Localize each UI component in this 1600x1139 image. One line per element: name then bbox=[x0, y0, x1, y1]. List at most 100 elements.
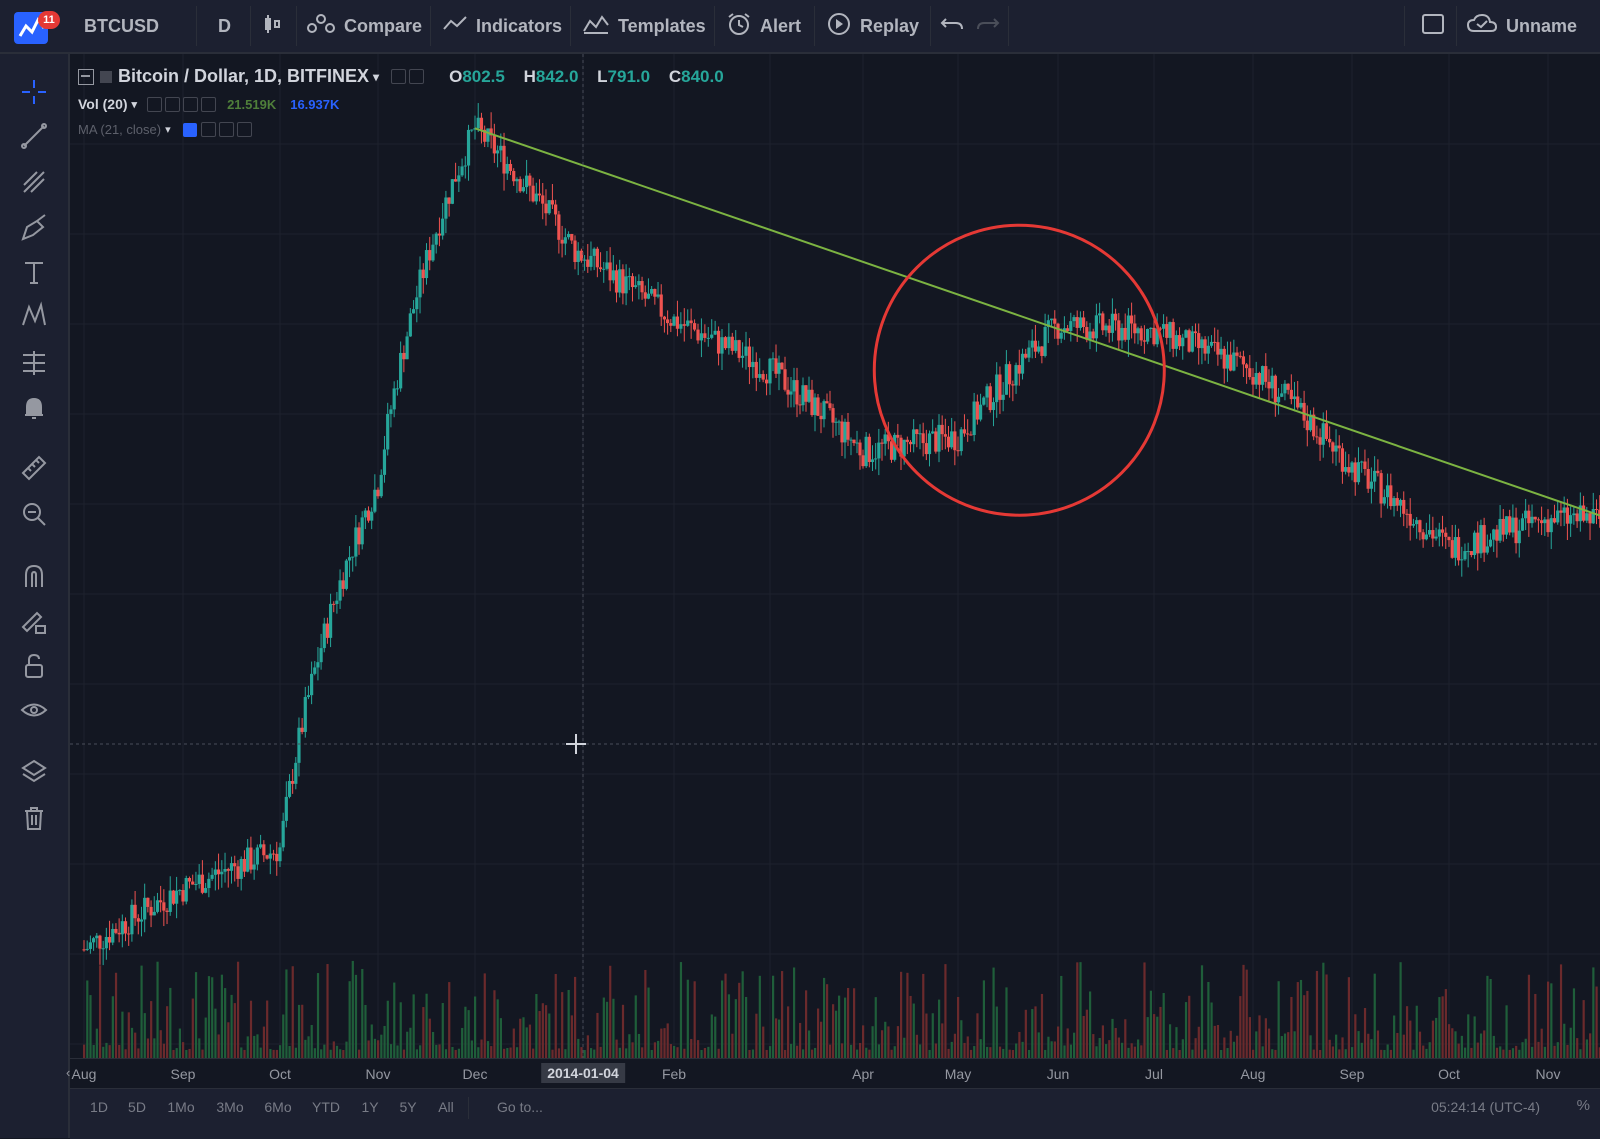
settings-square-icon[interactable] bbox=[391, 69, 407, 84]
range-1y-button[interactable]: 1Y bbox=[361, 1099, 379, 1115]
candle-body bbox=[1469, 551, 1473, 556]
volume-bar bbox=[182, 1042, 185, 1058]
volume-bar bbox=[1338, 1049, 1341, 1058]
settings-square-icon[interactable] bbox=[147, 96, 163, 112]
candle-body bbox=[816, 397, 820, 416]
alert-tool[interactable] bbox=[14, 392, 54, 428]
indicators-button[interactable]: Indicators bbox=[442, 0, 562, 52]
brush-tool[interactable] bbox=[14, 212, 54, 248]
volume-bar bbox=[1309, 1035, 1312, 1058]
close-square-icon[interactable] bbox=[201, 96, 217, 112]
volume-bar bbox=[1089, 991, 1092, 1058]
candle-body bbox=[101, 948, 105, 950]
volume-bar bbox=[721, 980, 724, 1058]
layout-save-button[interactable]: Unname bbox=[1466, 0, 1577, 52]
candle-body bbox=[1046, 320, 1050, 328]
volume-bar bbox=[1079, 962, 1082, 1058]
close-square-icon[interactable] bbox=[236, 122, 252, 137]
candle-body bbox=[1437, 529, 1441, 537]
alert-button[interactable]: Alert bbox=[726, 0, 801, 52]
volume-bar bbox=[92, 1045, 95, 1058]
collapse-icon[interactable] bbox=[78, 68, 94, 85]
volume-bar bbox=[146, 1038, 150, 1058]
text-tool[interactable] bbox=[14, 256, 54, 292]
fullscreen-button[interactable] bbox=[1420, 0, 1454, 52]
dropdown-caret-icon[interactable]: ▾ bbox=[165, 124, 171, 136]
interval-button[interactable]: D bbox=[218, 15, 231, 36]
series-title[interactable]: Bitcoin / Dollar, 1D, BITFINEX bbox=[118, 66, 370, 86]
range-all-button[interactable]: All bbox=[438, 1099, 454, 1115]
time-tick: Nov bbox=[1535, 1066, 1561, 1082]
fib-tool[interactable] bbox=[14, 166, 54, 202]
volume-bar bbox=[1242, 964, 1245, 1058]
volume-bar bbox=[256, 1034, 259, 1058]
volume-bar bbox=[1595, 986, 1598, 1058]
range-ytd-button[interactable]: YTD bbox=[312, 1099, 340, 1115]
price-chart[interactable] bbox=[70, 54, 1600, 1058]
crosshair-tool[interactable] bbox=[14, 76, 54, 112]
symbol-search[interactable]: BTCUSD bbox=[84, 15, 159, 36]
visibility-tool[interactable] bbox=[14, 694, 54, 730]
candle-body bbox=[608, 262, 612, 281]
candle-body bbox=[1549, 518, 1553, 533]
volume-bar bbox=[679, 962, 683, 1058]
remove-drawings-tool[interactable] bbox=[14, 802, 54, 838]
candle-body bbox=[133, 904, 137, 919]
volume-bar bbox=[758, 975, 761, 1058]
ma-title[interactable]: MA (21, close) bbox=[78, 122, 162, 137]
add-square-icon[interactable] bbox=[218, 122, 234, 137]
range-3mo-button[interactable]: 3Mo bbox=[216, 1099, 244, 1115]
candle-body bbox=[972, 401, 976, 436]
candle-body bbox=[1585, 513, 1589, 521]
redo-button[interactable] bbox=[976, 0, 1008, 52]
dropdown-caret-icon[interactable]: ▾ bbox=[373, 69, 380, 84]
goto-date-button[interactable]: Go to... bbox=[497, 1099, 543, 1115]
chart-type-button[interactable] bbox=[262, 0, 292, 52]
percent-scale-toggle[interactable]: % bbox=[1576, 1097, 1590, 1114]
volume-bar bbox=[548, 1013, 551, 1058]
volume-bar bbox=[118, 1044, 121, 1058]
volume-title[interactable]: Vol (20) bbox=[78, 96, 128, 112]
range-5d-button[interactable]: 5D bbox=[128, 1099, 146, 1115]
volume-bar bbox=[246, 1036, 249, 1058]
volume-bar bbox=[1264, 1018, 1267, 1058]
candle-body bbox=[1508, 516, 1512, 533]
chart-pane[interactable]: Bitcoin / Dollar, 1D, BITFINEX ▾ O802.5 … bbox=[70, 54, 1600, 1058]
candle-body bbox=[950, 431, 954, 448]
range-5y-button[interactable]: 5Y bbox=[399, 1099, 417, 1115]
drawing-mode-tool[interactable] bbox=[14, 606, 54, 642]
volume-bar bbox=[748, 1049, 751, 1058]
time-axis[interactable]: ‹ Aug Sep Oct Nov Dec 2014-01-04 Feb Apr… bbox=[66, 1058, 1600, 1089]
dropdown-caret-icon[interactable]: ▾ bbox=[131, 98, 138, 111]
volume-bar bbox=[1315, 970, 1319, 1058]
hide-square-icon[interactable] bbox=[165, 96, 181, 112]
ruler-tool[interactable] bbox=[14, 452, 54, 488]
volume-bar bbox=[989, 1047, 992, 1058]
candle-body bbox=[1594, 509, 1599, 511]
candle-body bbox=[696, 329, 700, 341]
pattern-tool[interactable] bbox=[14, 300, 54, 336]
volume-bar bbox=[884, 1021, 887, 1058]
volume-bar bbox=[644, 969, 647, 1058]
replay-button[interactable]: Replay bbox=[826, 0, 919, 52]
clock-display[interactable]: 05:24:14 (UTC-4) bbox=[1431, 1099, 1540, 1115]
compare-button[interactable]: Compare bbox=[306, 0, 422, 52]
templates-button[interactable]: Templates bbox=[582, 0, 706, 52]
lock-tool[interactable] bbox=[14, 650, 54, 686]
candle-body bbox=[114, 928, 118, 933]
object-tree-tool[interactable] bbox=[14, 756, 54, 792]
trendline-tool[interactable] bbox=[14, 120, 54, 156]
range-1mo-button[interactable]: 1Mo bbox=[167, 1099, 195, 1115]
hide-square-icon[interactable] bbox=[409, 69, 425, 84]
indicators-label: Indicators bbox=[476, 15, 563, 36]
range-6mo-button[interactable]: 6Mo bbox=[264, 1099, 292, 1115]
eye-toggle-icon[interactable] bbox=[182, 122, 197, 137]
add-square-icon[interactable] bbox=[183, 96, 199, 112]
prediction-tool[interactable] bbox=[14, 346, 54, 382]
undo-button[interactable] bbox=[940, 0, 972, 52]
settings-square-icon[interactable] bbox=[200, 122, 216, 137]
range-1d-button[interactable]: 1D bbox=[90, 1099, 108, 1115]
zoom-tool[interactable] bbox=[14, 498, 54, 534]
magnet-tool[interactable] bbox=[14, 560, 54, 596]
candle-body bbox=[495, 150, 500, 154]
